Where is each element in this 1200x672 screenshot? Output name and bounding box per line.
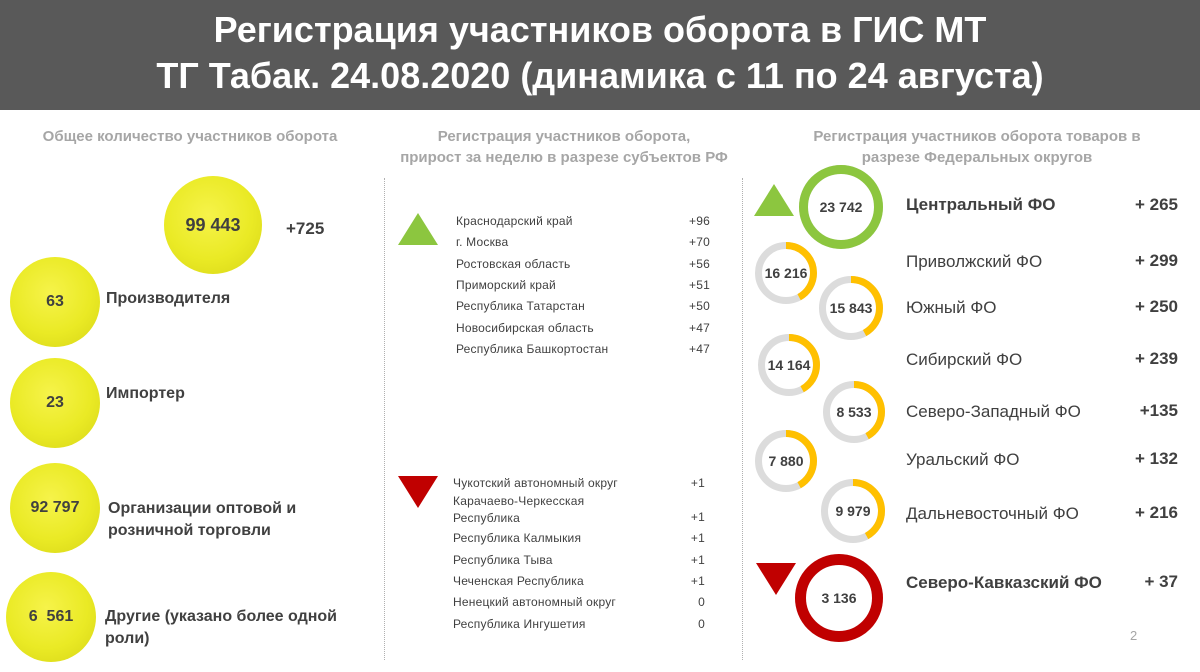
district-name-siberia: Сибирский ФО (906, 350, 1023, 369)
ring-gauge (758, 334, 820, 396)
wholesale-retail-circle: 92 797 (10, 463, 100, 553)
district-name-south: Южный ФО (906, 298, 997, 317)
district-delta-northwest: +135 (1139, 401, 1178, 420)
ring-gauge (821, 479, 885, 543)
divider-left (384, 178, 385, 660)
importer-circle: 23 (10, 358, 100, 448)
header-title-line2: ТГ Табак. 24.08.2020 (динамика с 11 по 2… (156, 55, 1044, 96)
list-item: Новосибирская область +47 (456, 321, 710, 335)
list-item: Карачаево-Черкесская Республика +1 (453, 494, 705, 525)
slide-header: Регистрация участников оборота в ГИС МТ … (0, 0, 1200, 110)
district-growth-up-triangle-icon (754, 184, 794, 216)
left-section-title: Общее количество участников оборота (42, 128, 338, 145)
producers-label: Производителя (106, 290, 231, 307)
ring-gauge (819, 276, 883, 340)
list-item: г. Москва +70 (456, 235, 710, 249)
ring-background (824, 482, 882, 540)
producers-value: 63 (46, 293, 64, 310)
ring-background (803, 169, 879, 245)
district-delta-far-east: + 216 (1134, 503, 1178, 522)
district-name-far-east: Дальневосточный ФО (906, 504, 1079, 523)
ring-fill-arc (799, 165, 883, 249)
ring-fill-arc (821, 479, 885, 543)
wholesale-retail-label-line2: розничной торговли (108, 522, 271, 539)
district-ring-far-east: 9 979 (820, 478, 886, 544)
list-item: Краснодарский край +96 (456, 214, 710, 228)
other-roles-value: 6 561 (28, 608, 74, 625)
list-item: Республика Тыва +1 (453, 553, 705, 567)
list-item: Республика Башкортостан +47 (456, 342, 710, 356)
ring-gauge (755, 430, 817, 492)
total-circle: 99 443 (164, 176, 262, 274)
total-delta: +725 (286, 219, 325, 238)
district-name-ural: Уральский ФО (906, 450, 1020, 469)
district-ring-central: 23 742 (798, 164, 884, 250)
ring-background (800, 559, 878, 637)
wholesale-retail-value: 92 797 (30, 499, 80, 516)
wholesale-retail-label: Организации оптовой и розничной торговли (108, 498, 296, 542)
ring-gauge (795, 554, 883, 642)
district-delta-volga: + 299 (1134, 251, 1178, 270)
wholesale-retail-label-line1: Организации оптовой и (108, 500, 297, 517)
list-item: Ненецкий автономный округ 0 (453, 595, 705, 609)
district-delta-ural: + 132 (1134, 449, 1178, 468)
right-title-line2: разрезе Федеральных округов (861, 149, 1093, 166)
producers-circle: 63 (10, 257, 100, 347)
list-item: Чеченская Республика +1 (453, 574, 705, 588)
middle-title-line2: прирост за неделю в разрезе субъектов РФ (400, 149, 728, 166)
list-item: Приморский край +51 (456, 278, 710, 292)
district-delta-siberia: + 239 (1134, 349, 1178, 368)
ring-background (758, 433, 814, 489)
ring-background (826, 384, 882, 440)
other-roles-label: Другие (указано более одной роли) (105, 606, 337, 650)
divider-right (742, 178, 743, 660)
district-ring-siberia: 14 164 (757, 333, 821, 397)
growth-up-triangle-icon (398, 213, 438, 245)
importer-label: Импортер (106, 385, 185, 402)
district-delta-central: + 265 (1134, 195, 1178, 214)
ring-gauge (755, 242, 817, 304)
district-ring-north-caucasus: 3 136 (794, 553, 884, 643)
district-delta-north-caucasus: + 37 (1144, 572, 1178, 591)
district-ring-ural: 7 880 (754, 429, 818, 493)
page-number: 2 (1130, 628, 1138, 643)
total-value: 99 443 (185, 214, 241, 235)
list-item: Чукотский автономный округ +1 (453, 476, 705, 490)
list-item: Ростовская область +56 (456, 257, 710, 271)
other-roles-label-line2: роли) (105, 630, 150, 647)
middle-title-line1: Регистрация участников оборота, (437, 128, 691, 145)
header-title-line1: Регистрация участников оборота в ГИС МТ (213, 9, 987, 50)
ring-fill-arc (755, 242, 817, 304)
district-name-central: Центральный ФО (906, 195, 1056, 214)
middle-section-title: Регистрация участников оборота, прирост … (364, 126, 764, 168)
list-item: Республика Татарстан +50 (456, 299, 710, 313)
district-ring-northwest: 8 533 (822, 380, 886, 444)
district-ring-south: 15 843 (818, 275, 884, 341)
district-ring-volga: 16 216 (754, 241, 818, 305)
district-name-volga: Приволжский ФО (906, 252, 1043, 271)
list-item: Республика Калмыкия +1 (453, 531, 705, 545)
ring-gauge (799, 165, 883, 249)
ring-fill-arc (795, 554, 883, 642)
list-item: Республика Ингушетия 0 (453, 617, 705, 631)
ring-background (761, 337, 817, 393)
right-section-title: Регистрация участников оборота товаров в… (770, 126, 1184, 168)
district-delta-south: + 250 (1134, 297, 1178, 316)
ring-background (758, 245, 814, 301)
ring-fill-arc (823, 381, 885, 443)
ring-fill-arc (819, 276, 883, 340)
ring-background (822, 279, 880, 337)
ring-fill-arc (758, 334, 820, 396)
ring-fill-arc (755, 430, 817, 492)
importer-value: 23 (46, 394, 64, 411)
district-growth-down-triangle-icon (756, 563, 796, 595)
district-name-north-caucasus: Северо-Кавказский ФО (906, 573, 1102, 592)
other-roles-label-line1: Другие (указано более одной (105, 608, 337, 625)
ring-gauge (823, 381, 885, 443)
district-name-northwest: Северо-Западный ФО (906, 402, 1081, 421)
other-roles-circle: 6 561 (6, 572, 96, 662)
right-title-line1: Регистрация участников оборота товаров в (813, 128, 1141, 145)
growth-down-triangle-icon (398, 476, 438, 508)
